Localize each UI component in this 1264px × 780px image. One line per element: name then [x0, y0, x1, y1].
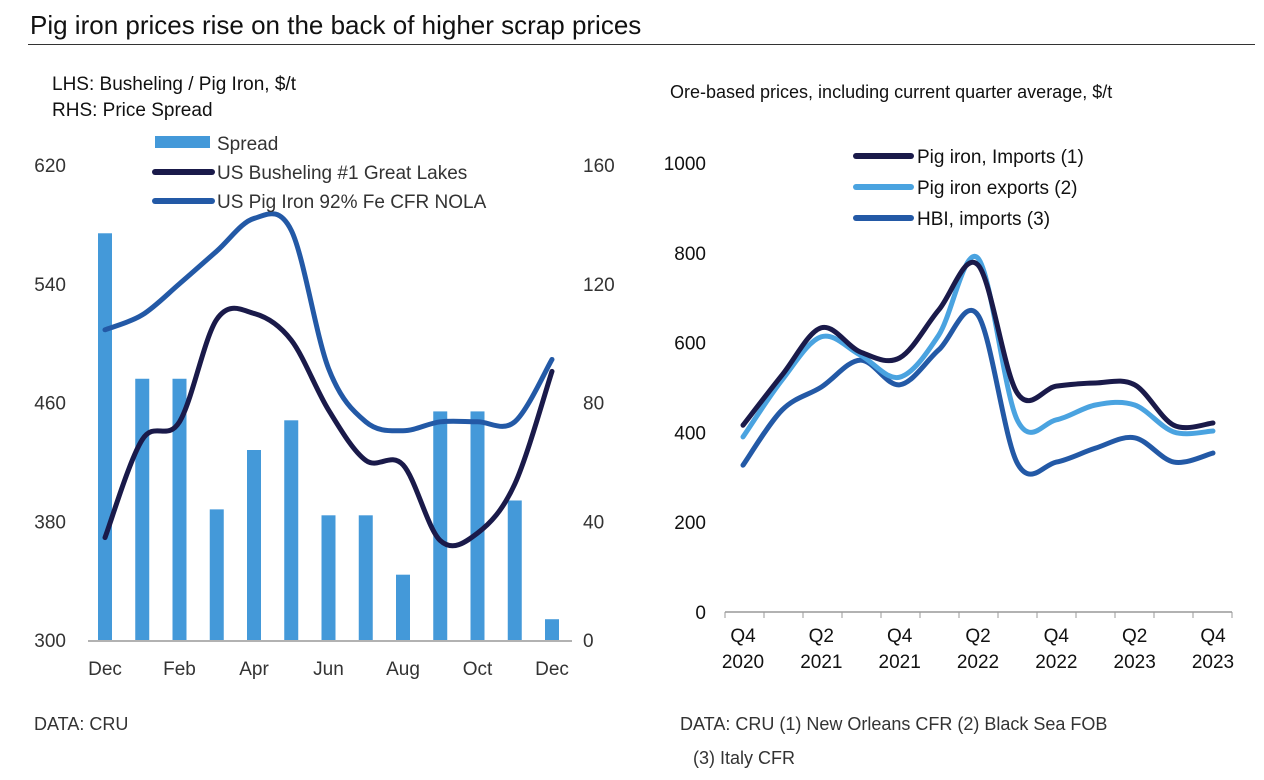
left-subtitle-line-1: LHS: Busheling / Pig Iron, $/t [52, 74, 296, 95]
x-tick-label: Oct [463, 659, 493, 680]
legend-label: Spread [217, 134, 278, 155]
left-y-tick: 300 [34, 631, 66, 652]
x-tick-label: Feb [163, 659, 196, 680]
x-tick-label: Dec [88, 659, 122, 680]
x-tick-label: 2023 [1114, 652, 1156, 673]
spread-bar [247, 450, 261, 640]
pig-iron-exports-line [740, 253, 1216, 440]
spread-bar [470, 411, 485, 640]
legend-label: US Pig Iron 92% Fe CFR NOLA [217, 192, 487, 213]
spread-bar [321, 515, 336, 640]
legend-label: Pig iron exports (2) [917, 178, 1078, 199]
x-tick-label: Q4 [1044, 626, 1070, 647]
y-tick: 0 [695, 603, 706, 624]
right-y-tick: 120 [583, 275, 615, 296]
x-tick-label: Dec [535, 659, 569, 680]
busheling-line [102, 305, 555, 549]
legend-label: Pig iron, Imports (1) [917, 147, 1084, 168]
x-tick-label: 2022 [957, 652, 999, 673]
left-y-tick: 620 [34, 156, 66, 177]
x-tick-label: 2021 [800, 652, 842, 673]
spread-bar [507, 500, 522, 640]
y-tick: 200 [674, 513, 706, 534]
pig-iron-imports-line [740, 259, 1216, 431]
x-tick-label: Q2 [809, 626, 834, 647]
y-tick: 600 [674, 334, 706, 355]
x-tick-label: Q4 [887, 626, 913, 647]
right-subtitle: Ore-based prices, including current quar… [670, 82, 1113, 102]
spread-bar [358, 515, 373, 640]
left-y-tick: 380 [34, 512, 66, 533]
legend-label: HBI, imports (3) [917, 209, 1050, 230]
title-divider [28, 44, 1255, 45]
right-source-line-2: (3) Italy CFR [693, 748, 796, 768]
x-tick-label: 2023 [1192, 652, 1234, 673]
left-subtitle-line-2: RHS: Price Spread [52, 100, 213, 121]
spread-bar [545, 619, 559, 640]
right-y-tick: 40 [583, 512, 604, 533]
spread-bar [135, 378, 150, 640]
hbi-imports-line [740, 308, 1216, 477]
x-tick-label: Apr [239, 659, 269, 680]
spread-bar [284, 420, 299, 640]
spread-bar [396, 574, 410, 640]
x-tick-label: Q4 [730, 626, 756, 647]
x-tick-label: Jun [313, 659, 344, 680]
left-y-tick: 460 [34, 394, 66, 415]
legend-label: US Busheling #1 Great Lakes [217, 163, 467, 184]
y-tick: 1000 [664, 154, 706, 175]
right-y-tick: 160 [583, 156, 615, 177]
spread-bar [98, 233, 112, 640]
right-y-tick: 80 [583, 394, 604, 415]
right-source-line-1: DATA: CRU (1) New Orleans CFR (2) Black … [680, 714, 1108, 734]
x-tick-label: Q4 [1200, 626, 1226, 647]
x-tick-label: 2020 [722, 652, 764, 673]
legend-swatch-spread [155, 136, 210, 148]
spread-bar [172, 378, 187, 640]
y-tick: 800 [674, 244, 706, 265]
spread-bar [209, 509, 224, 640]
left-source: DATA: CRU [34, 714, 129, 734]
x-tick-label: Q2 [965, 626, 990, 647]
spread-bar [433, 411, 448, 640]
x-tick-label: 2021 [879, 652, 921, 673]
pig-iron-line [102, 211, 555, 434]
y-tick: 400 [674, 423, 706, 444]
x-tick-label: Aug [386, 659, 420, 680]
right-y-tick: 0 [583, 631, 594, 652]
chart-title: Pig iron prices rise on the back of high… [30, 10, 642, 40]
x-tick-label: Q2 [1122, 626, 1147, 647]
x-tick-label: 2022 [1035, 652, 1077, 673]
left-y-tick: 540 [34, 275, 66, 296]
